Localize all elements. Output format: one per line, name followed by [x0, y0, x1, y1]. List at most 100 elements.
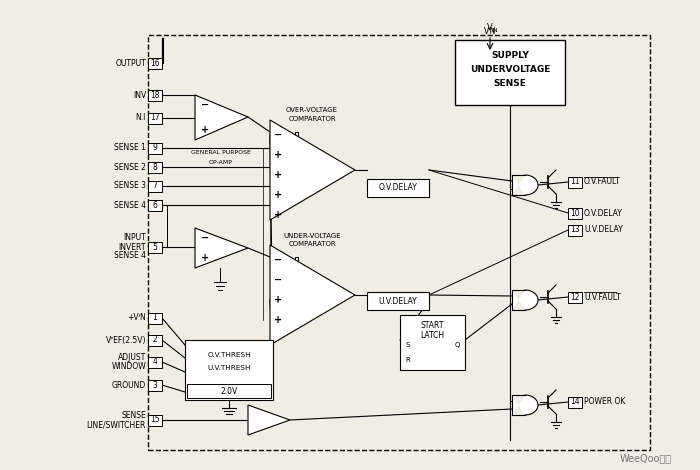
Text: +: +: [274, 295, 282, 305]
Text: 12: 12: [570, 292, 580, 301]
Bar: [148, 35, 650, 450]
Text: +: +: [201, 125, 209, 135]
Text: INVERT: INVERT: [118, 243, 146, 251]
Text: +VᴵN: +VᴵN: [127, 313, 146, 322]
Text: +: +: [274, 170, 282, 180]
Text: −: −: [274, 130, 282, 140]
Text: 3: 3: [153, 381, 158, 390]
Bar: [148, 89, 162, 101]
Text: GROUND: GROUND: [112, 381, 146, 390]
Bar: [148, 57, 162, 69]
Polygon shape: [512, 395, 538, 415]
Text: 14: 14: [570, 398, 580, 407]
Bar: [367, 292, 429, 310]
Polygon shape: [195, 95, 248, 140]
Text: POWER OK: POWER OK: [584, 398, 625, 407]
Bar: [185, 340, 273, 400]
Text: 8: 8: [153, 163, 158, 172]
Bar: [148, 379, 162, 391]
Polygon shape: [512, 175, 538, 195]
Text: 10: 10: [570, 209, 580, 218]
Text: R: R: [405, 357, 410, 363]
Text: START: START: [421, 321, 444, 329]
Text: SENSE 1: SENSE 1: [114, 143, 146, 152]
Text: COMPARATOR: COMPARATOR: [288, 241, 336, 247]
Text: OUTPUT: OUTPUT: [116, 58, 146, 68]
Text: −: −: [274, 275, 282, 285]
Text: COMPARATOR: COMPARATOR: [288, 116, 336, 122]
Bar: [367, 179, 429, 197]
Polygon shape: [270, 245, 355, 345]
Bar: [187, 384, 271, 398]
Text: 1: 1: [153, 313, 158, 322]
Text: LATCH: LATCH: [421, 330, 444, 339]
Text: O.V.DELAY: O.V.DELAY: [379, 183, 417, 193]
Text: VᴾEF(2.5V): VᴾEF(2.5V): [106, 336, 146, 345]
Bar: [148, 357, 162, 368]
Text: SENSE 3: SENSE 3: [114, 181, 146, 190]
Text: VᴵN: VᴵN: [484, 28, 496, 37]
Text: 13: 13: [570, 226, 580, 235]
Text: U.V.THRESH: U.V.THRESH: [207, 365, 251, 371]
Bar: [148, 112, 162, 124]
Text: +: +: [201, 253, 209, 263]
Text: WeeQoo维库: WeeQoo维库: [620, 453, 672, 463]
Text: INPUT: INPUT: [123, 234, 146, 243]
Bar: [568, 177, 582, 188]
Text: ADJUST: ADJUST: [118, 353, 146, 362]
Text: Q: Q: [454, 342, 460, 348]
Text: +: +: [274, 210, 282, 220]
Text: 2.0V: 2.0V: [220, 386, 237, 395]
Bar: [568, 397, 582, 407]
Text: +: +: [274, 190, 282, 200]
Bar: [568, 207, 582, 219]
Text: SENSE 4: SENSE 4: [114, 201, 146, 210]
Bar: [148, 180, 162, 191]
Text: O.V.FAULT: O.V.FAULT: [584, 178, 621, 187]
Bar: [148, 313, 162, 323]
Text: S: S: [406, 342, 410, 348]
Text: 2: 2: [153, 336, 158, 345]
Text: 15: 15: [150, 415, 160, 424]
Text: UNDER-VOLTAGE: UNDER-VOLTAGE: [284, 233, 341, 239]
Polygon shape: [248, 405, 290, 435]
Text: IN: IN: [491, 29, 498, 33]
Bar: [568, 225, 582, 235]
Text: SENSE 2: SENSE 2: [114, 163, 146, 172]
Text: OP-AMP: OP-AMP: [209, 159, 233, 164]
Text: O.V.DELAY: O.V.DELAY: [584, 209, 623, 218]
Text: SENSE: SENSE: [494, 78, 526, 87]
Text: −: −: [201, 100, 209, 110]
Text: SUPPLY: SUPPLY: [491, 50, 529, 60]
Bar: [148, 142, 162, 154]
Text: 4: 4: [153, 358, 158, 367]
Text: GENERAL PURPOSE: GENERAL PURPOSE: [191, 150, 251, 156]
Bar: [148, 199, 162, 211]
Text: 7: 7: [153, 181, 158, 190]
Text: U.V.DELAY: U.V.DELAY: [584, 226, 623, 235]
Bar: [148, 162, 162, 172]
Text: SENSE 4: SENSE 4: [114, 251, 146, 260]
Text: U.V.DELAY: U.V.DELAY: [379, 297, 417, 306]
Text: WINDOW: WINDOW: [111, 362, 146, 371]
Text: INV: INV: [133, 91, 146, 100]
Text: 6: 6: [153, 201, 158, 210]
Text: −: −: [201, 233, 209, 243]
Bar: [148, 335, 162, 345]
Text: 16: 16: [150, 58, 160, 68]
Bar: [148, 242, 162, 252]
Text: U.V.FAULT: U.V.FAULT: [584, 292, 621, 301]
Text: UNDERVOLTAGE: UNDERVOLTAGE: [470, 64, 550, 73]
Text: V: V: [487, 24, 493, 32]
Bar: [148, 415, 162, 425]
Text: 5: 5: [153, 243, 158, 251]
Polygon shape: [270, 120, 355, 220]
Polygon shape: [512, 290, 538, 310]
Text: SENSE: SENSE: [121, 411, 146, 420]
Text: LINE/SWITCHER: LINE/SWITCHER: [87, 420, 146, 429]
Text: OVER-VOLTAGE: OVER-VOLTAGE: [286, 107, 338, 113]
Text: O.V.THRESH: O.V.THRESH: [207, 352, 251, 358]
Text: N.I: N.I: [136, 113, 146, 123]
Text: +: +: [274, 150, 282, 160]
Text: 17: 17: [150, 113, 160, 123]
